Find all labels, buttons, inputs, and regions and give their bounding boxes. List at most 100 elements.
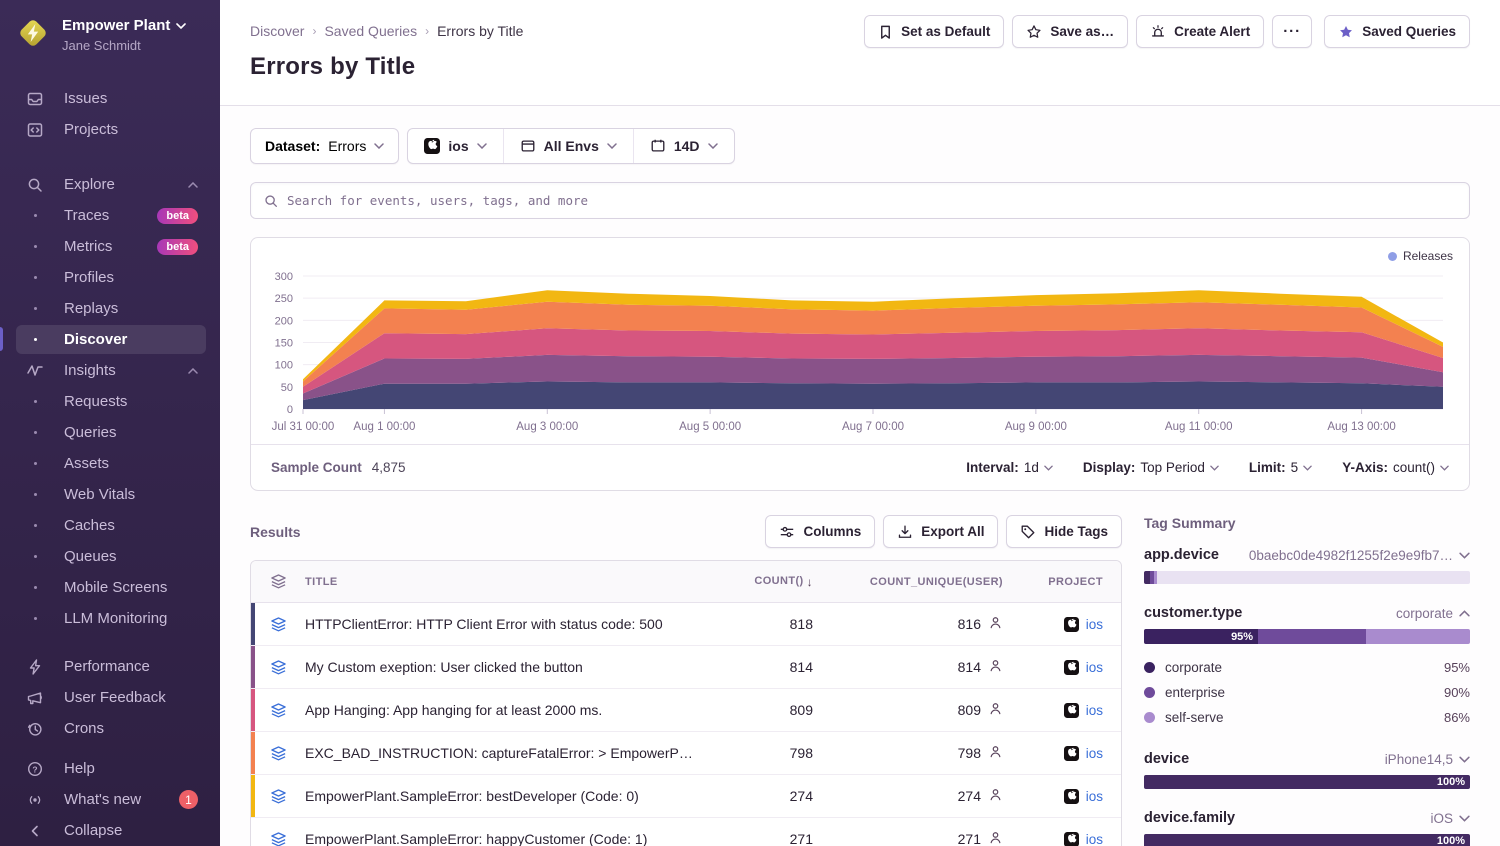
error-title[interactable]: HTTPClientError: HTTP Client Error with … (305, 616, 663, 632)
tag-section-toggle[interactable]: customer.type corporate (1144, 605, 1470, 621)
chevron-up-icon (188, 367, 198, 374)
table-row[interactable]: App Hanging: App hanging for at least 20… (251, 689, 1121, 732)
sidebar-item-discover[interactable]: Discover (16, 325, 206, 354)
table-row[interactable]: HTTPClientError: HTTP Client Error with … (251, 603, 1121, 646)
search-icon (263, 193, 279, 209)
error-title[interactable]: App Hanging: App hanging for at least 20… (305, 702, 603, 718)
breadcrumb-discover[interactable]: Discover (250, 23, 305, 39)
sidebar-item-crons[interactable]: Crons (0, 713, 220, 744)
ios-platform-icon (1063, 745, 1079, 761)
sidebar-item-assets[interactable]: Assets (0, 448, 220, 479)
count-value: 818 (789, 616, 813, 632)
sidebar-item-user-feedback[interactable]: User Feedback (0, 682, 220, 713)
tag-value-row[interactable]: corporate 95% (1144, 655, 1470, 680)
ios-platform-icon (1063, 702, 1079, 718)
environment-selector[interactable]: All Envs (502, 129, 633, 163)
sidebar-item-requests[interactable]: Requests (0, 386, 220, 417)
sidebar-item-label: Projects (64, 121, 119, 138)
more-actions-button[interactable]: ··· (1272, 15, 1313, 48)
tag-distribution-bar: 100% (1144, 775, 1470, 789)
yaxis-selector[interactable]: Y-Axis: count() (1342, 460, 1449, 475)
sidebar-item-label: Issues (64, 90, 108, 107)
column-header-project[interactable]: PROJECT (1048, 575, 1103, 588)
sidebar-item-web-vitals[interactable]: Web Vitals (0, 479, 220, 510)
breadcrumb-saved-queries[interactable]: Saved Queries (324, 23, 418, 39)
sidebar-item-caches[interactable]: Caches (0, 510, 220, 541)
set-as-default-button[interactable]: Set as Default (864, 15, 1005, 48)
sidebar-item-traces[interactable]: Traces beta (0, 200, 220, 231)
error-title[interactable]: EmpowerPlant.SampleError: happyCustomer … (305, 831, 648, 846)
error-title[interactable]: EXC_BAD_INSTRUCTION: captureFatalError: … (305, 745, 707, 761)
results-table: TITLE COUNT() ↓ COUNT_UNIQUE(USER) PROJEC… (250, 560, 1122, 846)
sidebar-item-replays[interactable]: Replays (0, 293, 220, 324)
search-input[interactable] (287, 193, 1457, 208)
date-range-selector[interactable]: 14D (632, 129, 734, 163)
table-row[interactable]: EmpowerPlant.SampleError: bestDeveloper … (251, 775, 1121, 818)
chevron-down-icon (476, 143, 487, 149)
export-all-button[interactable]: Export All (883, 515, 999, 548)
ios-platform-icon (1063, 659, 1079, 675)
sidebar-item-queues[interactable]: Queues (0, 541, 220, 572)
sidebar-item-projects[interactable]: Projects (0, 114, 220, 145)
sidebar-item-issues[interactable]: Issues (0, 83, 220, 114)
megaphone-icon (26, 689, 44, 707)
releases-legend[interactable]: Releases (1387, 249, 1453, 263)
sidebar-item-label: Traces (64, 207, 110, 224)
column-header-count[interactable]: COUNT() ↓ (754, 574, 813, 589)
tag-section-toggle[interactable]: app.device 0baebc0de4982f1255f2e9e9fb7… (1144, 547, 1470, 563)
count-value: 274 (789, 788, 813, 804)
table-row[interactable]: EXC_BAD_INSTRUCTION: captureFatalError: … (251, 732, 1121, 775)
svg-text:Jul 31 00:00: Jul 31 00:00 (272, 421, 335, 433)
error-title[interactable]: EmpowerPlant.SampleError: bestDeveloper … (305, 788, 639, 804)
unique-count-value: 814 (957, 659, 981, 675)
table-row[interactable]: My Custom exeption: User clicked the but… (251, 646, 1121, 689)
save-as-button[interactable]: Save as… (1012, 15, 1129, 48)
sidebar-group-insights[interactable]: Insights (0, 355, 220, 386)
display-selector[interactable]: Display: Top Period (1083, 460, 1219, 475)
tag-section-toggle[interactable]: device.family iOS (1144, 810, 1470, 826)
sidebar-item-queries[interactable]: Queries (0, 417, 220, 448)
saved-queries-button[interactable]: Saved Queries (1324, 15, 1470, 48)
sidebar-item-llm-monitoring[interactable]: LLM Monitoring (0, 603, 220, 634)
hide-tags-button[interactable]: Hide Tags (1006, 515, 1122, 548)
sidebar-item-profiles[interactable]: Profiles (0, 262, 220, 293)
limit-selector[interactable]: Limit: 5 (1249, 460, 1312, 475)
sort-desc-icon: ↓ (806, 574, 813, 589)
project-link[interactable]: ios (1085, 831, 1103, 846)
table-row[interactable]: EmpowerPlant.SampleError: happyCustomer … (251, 818, 1121, 846)
chevron-down-icon (607, 143, 617, 149)
sidebar-item-metrics[interactable]: Metrics beta (0, 231, 220, 262)
project-selector[interactable]: ios (408, 129, 502, 163)
tag-value-row[interactable]: self-serve 86% (1144, 705, 1470, 730)
project-link[interactable]: ios (1085, 788, 1103, 804)
collapse-button[interactable]: Collapse (0, 815, 220, 846)
header-actions: Set as Default Save as… Create Alert ···… (864, 15, 1470, 48)
org-logo-icon (20, 20, 46, 46)
sidebar-group-explore[interactable]: Explore (0, 169, 220, 200)
sidebar-item-mobile-screens[interactable]: Mobile Screens (0, 572, 220, 603)
project-link[interactable]: ios (1085, 745, 1103, 761)
tag-value-row[interactable]: enterprise 90% (1144, 680, 1470, 705)
org-switcher[interactable]: Empower Plant Jane Schmidt (0, 0, 220, 64)
chevron-down-icon (707, 143, 718, 149)
tag-section-toggle[interactable]: device iPhone14,5 (1144, 751, 1470, 767)
project-link[interactable]: ios (1085, 702, 1103, 718)
project-link[interactable]: ios (1085, 659, 1103, 675)
stacked-area-chart[interactable]: 0 50 100 150 200 250 300 Jul 31 00:00 Aug 1 00:0… (251, 244, 1467, 444)
stack-icon (251, 788, 305, 805)
column-header-title[interactable]: TITLE (305, 575, 338, 588)
filter-bar: Dataset: Errors ios All Envs (250, 128, 1470, 164)
sidebar-item-whats-new[interactable]: What's new 1 (0, 784, 220, 815)
dataset-selector[interactable]: Dataset: Errors (250, 128, 400, 164)
sidebar-item-label: Assets (64, 455, 110, 472)
sidebar-item-help[interactable]: ? Help (0, 753, 220, 784)
project-link[interactable]: ios (1085, 616, 1103, 632)
error-title[interactable]: My Custom exeption: User clicked the but… (305, 659, 583, 675)
legend-dot-icon (1387, 251, 1397, 261)
sidebar-item-performance[interactable]: Performance (0, 651, 220, 682)
column-header-unique[interactable]: COUNT_UNIQUE(USER) (869, 575, 1003, 588)
create-alert-button[interactable]: Create Alert (1136, 15, 1265, 48)
interval-selector[interactable]: Interval: 1d (966, 460, 1053, 475)
tag-section-customer-type: customer.type corporate 95% (1144, 605, 1470, 730)
columns-button[interactable]: Columns (765, 515, 876, 548)
